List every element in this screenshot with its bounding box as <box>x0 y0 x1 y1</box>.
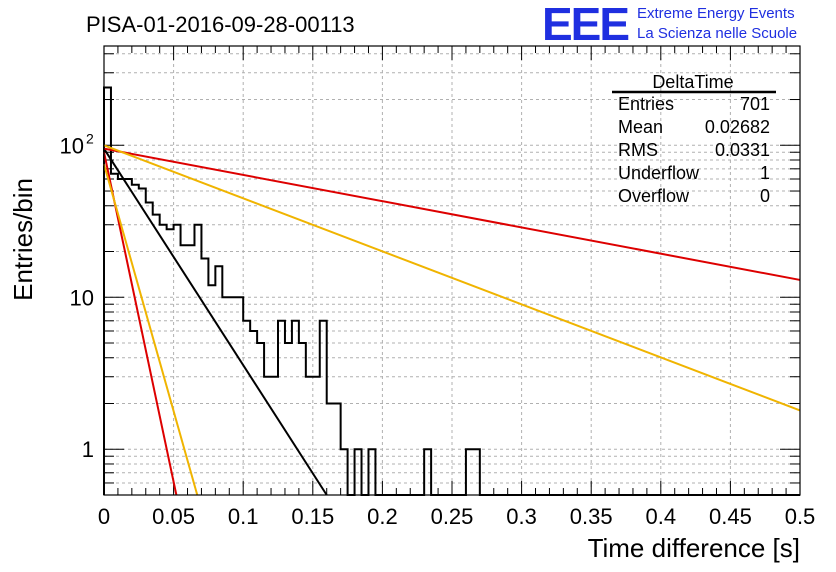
x-tick-label: 0.15 <box>291 504 334 529</box>
x-tick-label: 0.4 <box>646 504 677 529</box>
grid <box>104 46 800 496</box>
stats-value-overflow: 0 <box>760 186 770 206</box>
tick-labels: 0 0.05 0.1 0.15 0.2 0.25 0.3 0.35 0.4 0.45 0.51101… <box>60 130 816 529</box>
logo-line1: Extreme Energy Events <box>637 5 795 22</box>
x-tick-label: 0.05 <box>152 504 195 529</box>
stats-label-underflow: Underflow <box>618 163 700 183</box>
fit-line <box>103 148 328 496</box>
x-axis-label: Time difference [s] <box>588 533 800 563</box>
logo-text: EEE <box>542 0 628 50</box>
fit-line <box>103 147 801 281</box>
x-tick-label: 0.3 <box>506 504 537 529</box>
stats-value-entries: 701 <box>740 94 770 114</box>
stats-label-overflow: Overflow <box>618 186 690 206</box>
stats-value-underflow: 1 <box>760 163 770 183</box>
x-tick-label: 0 <box>98 504 110 529</box>
plot-frame <box>103 45 801 496</box>
y-axis-label: Entries/bin <box>8 178 38 301</box>
x-tick-label: 0.25 <box>431 504 474 529</box>
x-tick-label: 0.35 <box>570 504 613 529</box>
logo-line2: La Scienza nelle Scuole <box>637 25 797 42</box>
eee-logo: EEE Extreme Energy Events La Scienza nel… <box>542 0 797 50</box>
stats-label-mean: Mean <box>618 117 663 137</box>
stats-title: DeltaTime <box>652 72 733 92</box>
fit-line <box>103 144 801 412</box>
x-tick-label: 0.45 <box>709 504 752 529</box>
fit-lines <box>103 144 801 496</box>
x-tick-label: 0.2 <box>367 504 398 529</box>
axis-ticks <box>103 46 801 496</box>
y-tick-label: 1 <box>82 437 94 462</box>
chart-title: PISA-01-2016-09-28-00113 <box>86 12 355 37</box>
stats-label-rms: RMS <box>618 140 658 160</box>
y-tick-label: 10 <box>70 285 94 310</box>
x-tick-label: 0.1 <box>228 504 259 529</box>
y-tick-label: 10 <box>60 133 84 158</box>
stats-label-entries: Entries <box>618 94 674 114</box>
stats-box: DeltaTime Entries 701 Mean 0.02682 RMS 0… <box>612 72 776 206</box>
stats-value-rms: 0.0331 <box>715 140 770 160</box>
stats-value-mean: 0.02682 <box>705 117 770 137</box>
x-tick-label: 0.5 <box>785 504 816 529</box>
fit-line <box>103 163 199 496</box>
y-tick-exponent: 2 <box>86 130 94 146</box>
